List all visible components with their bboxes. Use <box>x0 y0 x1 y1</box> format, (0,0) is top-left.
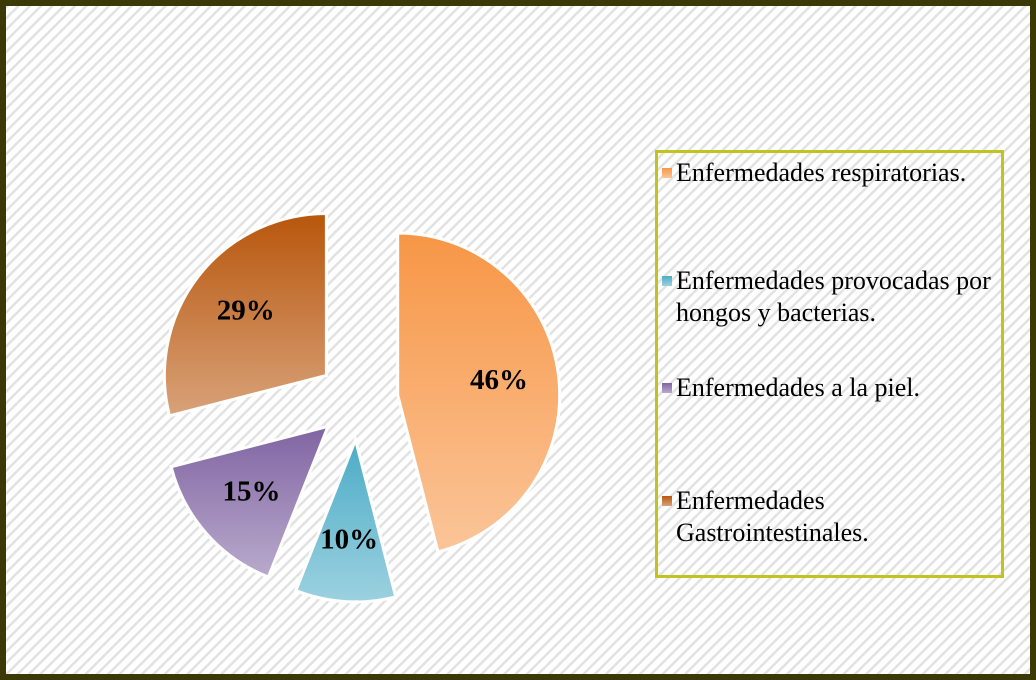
data-label: 10% <box>320 523 378 555</box>
pie-slice <box>162 211 328 418</box>
legend-label: Enfermedades respiratorias. <box>676 158 967 187</box>
legend-label: Enfermedades provocadas por hongos y bac… <box>676 266 991 327</box>
legend-entry: Enfermedades respiratorias. <box>662 157 994 189</box>
legend-label: Enfermedades a la piel. <box>676 373 920 402</box>
data-label: 46% <box>470 364 528 396</box>
legend-swatch <box>662 168 672 178</box>
pie-slice <box>396 231 562 554</box>
pie-slice <box>293 435 398 604</box>
data-label: 29% <box>217 295 275 327</box>
legend-entry: Enfermedades a la piel. <box>662 372 994 404</box>
legend-swatch <box>662 276 672 286</box>
legend-swatch <box>662 496 672 506</box>
legend-entry: Enfermedades provocadas por hongos y bac… <box>662 265 994 329</box>
legend-swatch <box>662 383 672 393</box>
pie-slice <box>169 424 331 580</box>
legend-label: Enfermedades Gastrointestinales. <box>676 486 869 547</box>
legend: Enfermedades respiratorias. Enfermedades … <box>655 150 1004 578</box>
legend-entry: Enfermedades Gastrointestinales. <box>662 485 994 549</box>
data-label: 15% <box>222 476 280 508</box>
